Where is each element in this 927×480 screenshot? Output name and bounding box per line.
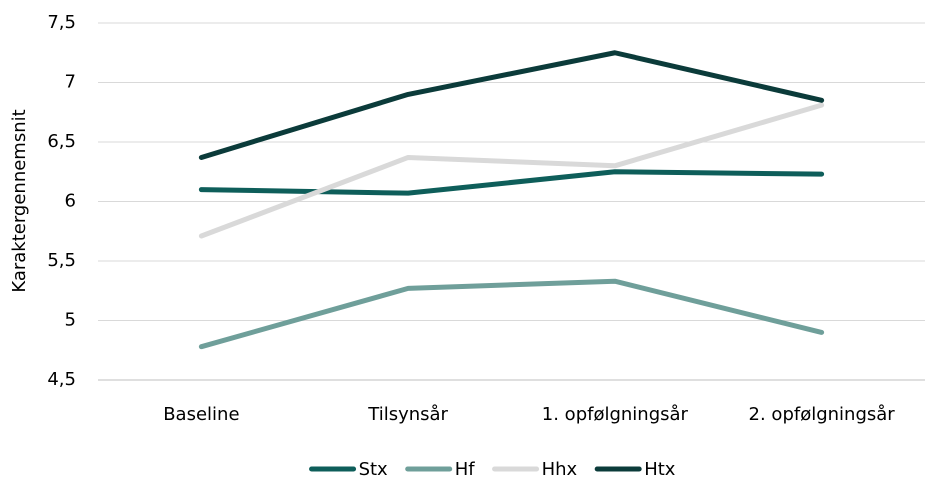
x-tick-label: 1. opfølgningsår [542, 404, 689, 425]
x-tick-label: Baseline [163, 404, 239, 425]
y-tick-label: 6,5 [47, 131, 76, 152]
line-series [198, 102, 825, 239]
y-tick-label: 6 [65, 191, 76, 212]
y-tick-label: 7,5 [47, 12, 76, 33]
y-tick-label: 5 [65, 310, 76, 331]
y-axis-label: Karaktergennemsnit [9, 109, 30, 292]
y-tick-label: 5,5 [47, 250, 76, 271]
x-tick-label: 2. opfølgningsår [749, 404, 896, 425]
legend-label: Htx [644, 459, 676, 480]
y-tick-label: 4,5 [47, 369, 76, 390]
x-tick-label: Tilsynsår [367, 404, 448, 425]
line-series [198, 50, 825, 160]
y-tick-label: 7 [65, 72, 76, 93]
legend-label: Stx [359, 459, 388, 480]
legend-label: Hhx [542, 459, 578, 480]
legend-label: Hf [455, 459, 476, 480]
line-series [198, 278, 825, 350]
line-series [198, 169, 825, 196]
